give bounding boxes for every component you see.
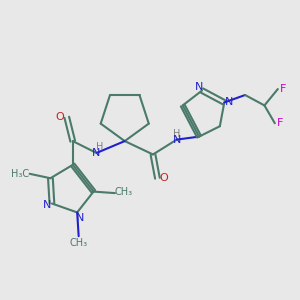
Text: CH₃: CH₃ (70, 238, 88, 248)
Text: H: H (173, 129, 180, 139)
Text: H₃C: H₃C (11, 169, 29, 179)
Text: F: F (277, 118, 284, 128)
Text: N: N (92, 148, 101, 158)
Text: F: F (280, 84, 286, 94)
Text: N: N (225, 98, 233, 107)
Text: H: H (96, 142, 103, 152)
Text: N: N (42, 200, 51, 210)
Text: N: N (195, 82, 203, 92)
Text: N: N (76, 213, 84, 223)
Text: O: O (56, 112, 64, 122)
Text: CH₃: CH₃ (115, 187, 133, 196)
Text: N: N (172, 135, 181, 145)
Text: O: O (160, 173, 168, 183)
